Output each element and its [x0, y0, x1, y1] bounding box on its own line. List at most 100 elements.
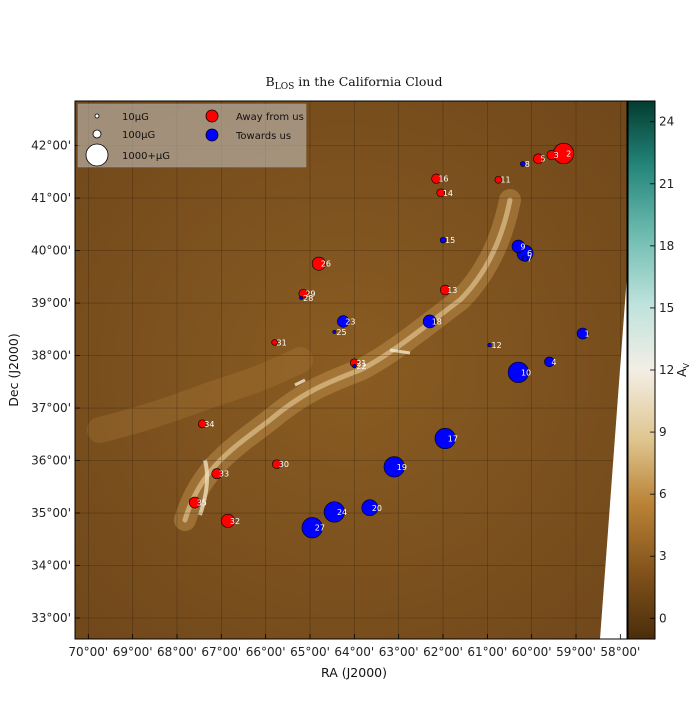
- data-point-20: [361, 499, 379, 517]
- data-point-label-19: 19: [397, 463, 407, 472]
- x-tick-label: 69°00': [113, 645, 153, 659]
- y-tick-label: 42°00': [31, 139, 71, 153]
- colorbar-tick-label: 12: [659, 363, 674, 377]
- data-point-label-23: 23: [345, 317, 355, 326]
- colorbar-tick-label: 15: [659, 301, 674, 315]
- x-tick-label: 68°00': [157, 645, 197, 659]
- data-point-10: [507, 361, 529, 383]
- data-point-label-11: 11: [500, 176, 510, 185]
- data-point-35: [188, 496, 201, 509]
- colorbar-tick-label: 21: [659, 177, 674, 191]
- data-point-31: [271, 339, 278, 346]
- colorbar-tick-label: 3: [659, 549, 667, 563]
- data-point-label-17: 17: [448, 434, 458, 443]
- x-tick-label: 64°00': [334, 645, 374, 659]
- data-point-label-8: 8: [525, 160, 530, 169]
- data-point-5: [533, 153, 544, 164]
- legend-away-marker: [205, 109, 219, 123]
- data-point-label-3: 3: [554, 151, 559, 160]
- legend: 10μG 100μG 1000+μG Away from us Towards …: [77, 103, 307, 168]
- x-tick-label: 70°00': [68, 645, 108, 659]
- data-point-23: [337, 315, 350, 328]
- colorbar-tick-label: 9: [659, 425, 667, 439]
- x-axis-label: RA (J2000): [321, 665, 387, 680]
- legend-size-100-label: 100μG: [122, 130, 155, 141]
- data-point-label-1: 1: [585, 330, 590, 339]
- y-tick-label: 37°00': [31, 401, 71, 415]
- x-axis: 70°00' 69°00' 68°00' 67°00' 66°00' 65°00' 64°0…: [68, 634, 640, 659]
- legend-size-10-marker: [94, 113, 100, 119]
- map-edge-mask: [600, 275, 627, 639]
- data-point-8: [520, 161, 526, 167]
- data-point-label-15: 15: [445, 236, 455, 245]
- x-tick-label: 58°00': [600, 645, 640, 659]
- colorbar-ticks: 0 3 6 9 12 15 18 21 24: [650, 115, 674, 625]
- x-tick-label: 66°00': [246, 645, 286, 659]
- data-point-18: [422, 314, 437, 329]
- colorbar-tick-label: 0: [659, 611, 667, 625]
- data-point-label-4: 4: [551, 358, 556, 367]
- data-point-label-24: 24: [337, 508, 347, 517]
- y-tick-label: 35°00': [31, 506, 71, 520]
- data-point-19: [383, 456, 405, 478]
- data-point-3: [546, 150, 557, 161]
- legend-box: [77, 103, 307, 168]
- data-point-label-18: 18: [432, 317, 442, 326]
- y-tick-label: 33°00': [31, 611, 71, 625]
- data-point-15: [439, 236, 447, 244]
- y-tick-label: 34°00': [31, 559, 71, 573]
- data-point-33: [211, 468, 223, 480]
- legend-towards-label: Towards us: [235, 131, 291, 142]
- data-point-label-30: 30: [279, 460, 289, 469]
- data-point-label-9: 9: [520, 242, 525, 251]
- legend-away-label: Away from us: [236, 112, 304, 123]
- data-point-label-10: 10: [521, 368, 531, 377]
- data-point-14: [436, 188, 446, 198]
- legend-size-1000-marker: [85, 143, 109, 167]
- y-tick-label: 36°00': [31, 454, 71, 468]
- data-point-9: [511, 239, 526, 254]
- data-point-label-12: 12: [492, 341, 502, 350]
- data-point-7: [521, 255, 529, 262]
- y-axis: 33°00' 34°00' 35°00' 36°00' 37°00' 38°00' 39°0…: [31, 139, 80, 625]
- data-point-label-21: 21: [356, 359, 366, 368]
- data-point-32: [220, 513, 235, 528]
- data-point-16: [431, 173, 442, 184]
- y-tick-label: 39°00': [31, 296, 71, 310]
- data-point-17: [434, 427, 456, 450]
- y-tick-label: 40°00': [31, 244, 71, 258]
- data-point-label-29: 29: [305, 290, 315, 299]
- x-tick-label: 62°00': [423, 645, 463, 659]
- plot-frame: [74, 100, 628, 640]
- colorbar-tick-label: 18: [659, 239, 674, 253]
- data-point-25: [332, 330, 337, 334]
- x-tick-label: 65°00': [290, 645, 330, 659]
- colorbar-label: AV: [674, 362, 691, 377]
- data-point-label-6: 6: [527, 249, 532, 258]
- data-point-label-26: 26: [321, 260, 331, 269]
- data-point-label-16: 16: [438, 175, 448, 184]
- data-point-12: [487, 343, 492, 348]
- legend-size-100-marker: [92, 129, 102, 139]
- x-tick-label: 63°00': [379, 645, 419, 659]
- colorbar-tick-label: 24: [659, 115, 674, 129]
- data-point-label-7: 7: [527, 254, 532, 263]
- data-point-27: [301, 517, 323, 539]
- data-point-label-32: 32: [230, 517, 240, 526]
- y-tick-label: 38°00': [31, 349, 71, 363]
- extinction-map: [75, 101, 627, 639]
- data-point-29: [298, 288, 309, 299]
- data-point-28: [299, 295, 304, 300]
- data-point-label-14: 14: [443, 189, 453, 198]
- data-point-30: [272, 459, 282, 469]
- data-point-label-20: 20: [372, 504, 382, 513]
- data-point-label-28: 28: [303, 294, 313, 303]
- data-point-1: [576, 327, 589, 340]
- data-point-label-25: 25: [336, 328, 346, 337]
- data-points: 2263235335133162930211434113110171924276…: [188, 142, 590, 539]
- data-point-26: [311, 256, 326, 271]
- chart-title: BLOS in the California Cloud: [266, 74, 443, 92]
- legend-towards-marker: [205, 128, 219, 142]
- data-point-34: [197, 419, 207, 429]
